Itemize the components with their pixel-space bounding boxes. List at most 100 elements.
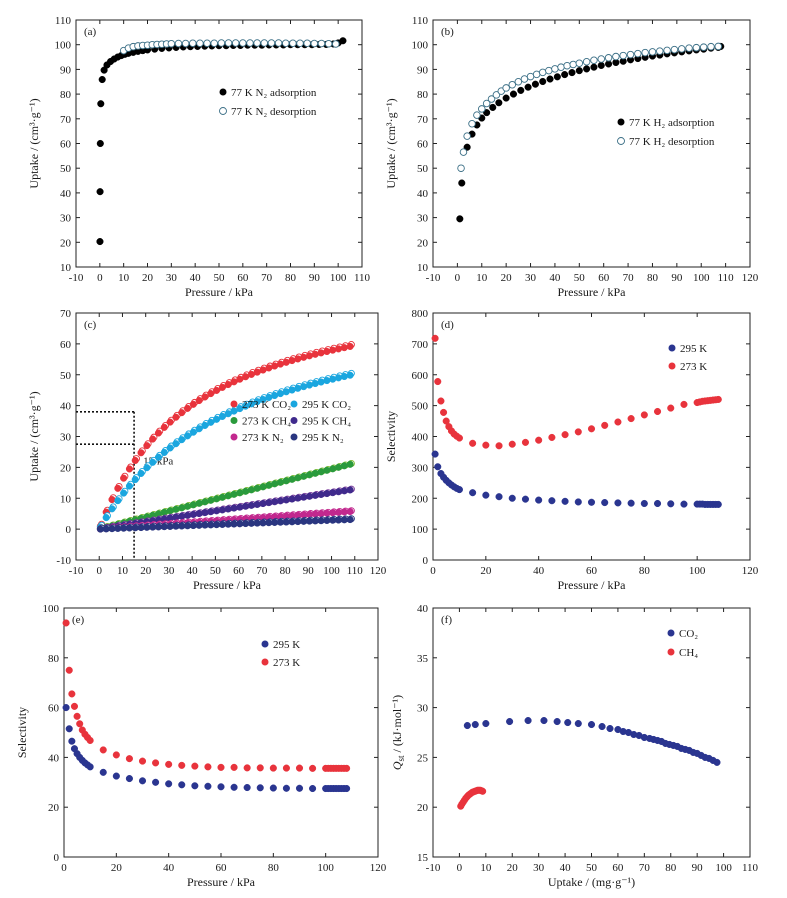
data-point (160, 423, 168, 431)
y-tick-label: 20 (417, 802, 429, 814)
data-point (670, 45, 679, 54)
data-point (282, 477, 290, 485)
data-point (230, 783, 238, 791)
data-point (317, 349, 325, 357)
data-point (120, 474, 128, 482)
data-point (455, 434, 463, 442)
data-point (346, 342, 354, 350)
x-tick-label: 80 (647, 272, 659, 284)
x-tick-label: 0 (457, 862, 463, 874)
data-point (166, 418, 174, 426)
data-point (207, 390, 215, 398)
legend-label: CO₂ (679, 628, 698, 640)
data-point (463, 143, 471, 151)
data-point (114, 484, 122, 492)
data-point (276, 478, 284, 486)
data-point (154, 453, 163, 461)
legend-marker (667, 629, 675, 637)
panel-label: (a) (84, 26, 97, 38)
data-point (296, 39, 304, 47)
data-point (531, 80, 539, 88)
data-point (601, 421, 609, 429)
data-point (217, 39, 226, 47)
data-point (189, 510, 197, 518)
data-point (482, 441, 490, 449)
data-point (204, 763, 212, 771)
data-point (509, 90, 518, 98)
data-point (478, 105, 486, 113)
data-point (521, 495, 530, 503)
y-tick-label: 100 (412, 524, 429, 536)
data-point (601, 499, 609, 507)
data-point (68, 690, 76, 698)
data-point (178, 781, 186, 789)
data-point (479, 787, 487, 795)
legend-label: 273 K CH₄ (242, 416, 291, 428)
data-point (317, 39, 326, 48)
x-tick-label: 40 (190, 272, 202, 284)
data-point (606, 724, 614, 733)
y-tick-label: 300 (412, 462, 429, 474)
data-point (317, 490, 325, 499)
x-axis-label: Pressure / kPa (558, 578, 627, 592)
data-point (295, 764, 304, 772)
data-point (253, 39, 261, 47)
data-point (108, 496, 116, 504)
data-point (653, 499, 662, 508)
data-point (191, 762, 199, 770)
data-point (178, 761, 186, 769)
data-point (165, 780, 173, 788)
data-point (548, 497, 556, 505)
data-point (471, 720, 479, 729)
x-tick-label: 20 (140, 565, 152, 577)
data-point (575, 59, 584, 67)
data-point (196, 39, 204, 47)
legend-marker (261, 640, 269, 648)
x-tick-label: 120 (370, 565, 387, 577)
data-point (574, 498, 582, 506)
x-tick-label: 50 (210, 565, 222, 577)
data-point (96, 188, 104, 196)
legend-marker (261, 658, 269, 666)
data-point (224, 39, 233, 47)
data-point (546, 75, 554, 83)
legend-label: 77 K H₂ adsorption (629, 117, 715, 129)
data-point (489, 103, 497, 111)
data-point (495, 442, 503, 450)
data-point (207, 496, 215, 504)
data-point (502, 94, 510, 102)
data-point (172, 440, 180, 448)
data-point (166, 507, 174, 515)
data-point (224, 410, 232, 418)
legend-label: 77 K H₂ desorption (629, 136, 715, 148)
data-point (288, 357, 296, 365)
x-tick-label: 70 (261, 272, 273, 284)
y-tick-label: 80 (48, 653, 60, 665)
data-point (178, 504, 186, 512)
data-point (137, 469, 145, 477)
data-point (230, 490, 238, 498)
data-point (569, 60, 577, 69)
data-point (334, 345, 343, 353)
y-tick-label: 25 (417, 752, 429, 764)
legend-label: CH₄ (679, 647, 698, 659)
x-tick-label: 70 (256, 565, 268, 577)
data-point (195, 425, 203, 433)
data-point (492, 91, 501, 99)
x-tick-label: 10 (480, 862, 492, 874)
y-tick-label: 100 (412, 40, 429, 52)
data-point (295, 784, 304, 792)
y-tick-label: 60 (48, 703, 60, 715)
data-point (482, 99, 491, 108)
data-point (532, 70, 541, 79)
data-point (508, 494, 516, 502)
data-point (131, 456, 139, 465)
data-point (259, 483, 267, 491)
x-tick-label: 80 (665, 862, 677, 874)
data-point (329, 465, 337, 473)
panel-label: (d) (441, 319, 454, 331)
x-tick-label: 40 (187, 565, 199, 577)
y-tick-label: 0 (66, 524, 72, 536)
x-tick-label: 30 (525, 272, 537, 284)
data-point (323, 347, 331, 356)
